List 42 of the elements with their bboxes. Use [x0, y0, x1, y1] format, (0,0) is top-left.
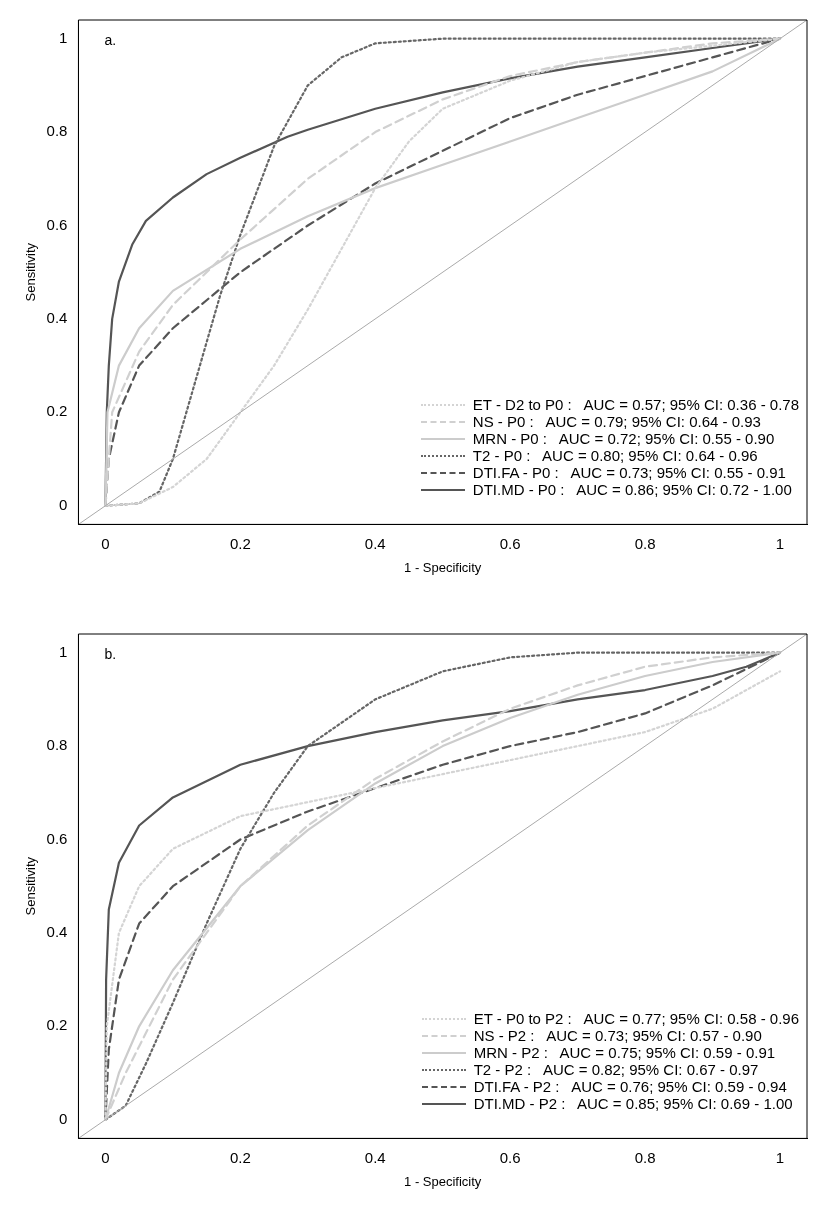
- y-tick-label: 0.8: [46, 122, 68, 140]
- x-tick-label: 0.4: [364, 534, 386, 552]
- x-axis-title: 1 - Specificity: [404, 1173, 482, 1189]
- y-tick-label: 0: [59, 1109, 68, 1127]
- y-tick-label: 0.6: [46, 829, 68, 847]
- x-tick-label: 0.6: [499, 1148, 521, 1166]
- legend-label: NS - P2 : AUC = 0.73; 95% CI: 0.57 - 0.90: [473, 1027, 762, 1044]
- y-tick-label: 0.4: [46, 923, 68, 941]
- x-tick-label: 0.2: [229, 534, 251, 552]
- y-tick-label: 0.6: [46, 215, 68, 233]
- x-tick-label: 1: [775, 1148, 785, 1166]
- x-axis-title: 1 - Specificity: [404, 559, 482, 575]
- y-tick-label: 0: [59, 495, 68, 513]
- legend-label: T2 - P2 : AUC = 0.82; 95% CI: 0.67 - 0.97: [473, 1061, 759, 1078]
- y-tick-label: 1: [59, 642, 68, 660]
- x-tick-label: 1: [775, 534, 785, 552]
- x-tick-label: 0.8: [634, 534, 656, 552]
- y-tick-label: 0.8: [46, 736, 68, 754]
- legend-label: NS - P0 : AUC = 0.79; 95% CI: 0.64 - 0.93: [472, 413, 761, 430]
- x-tick-label: 0: [101, 1148, 110, 1166]
- legend-label: T2 - P0 : AUC = 0.80; 95% CI: 0.64 - 0.96: [472, 447, 758, 464]
- x-tick-label: 0: [101, 534, 110, 552]
- y-tick-label: 1: [59, 28, 68, 46]
- y-tick-label: 0.2: [46, 402, 68, 420]
- y-tick-label: 0.4: [46, 309, 68, 327]
- annotation: a.: [104, 31, 117, 48]
- legend-label: MRN - P2 : AUC = 0.75; 95% CI: 0.59 - 0.91: [473, 1044, 776, 1061]
- legend-label: ET - P0 to P2 : AUC = 0.77; 95% CI: 0.58 - 0.96: [473, 1010, 799, 1027]
- annotation: b.: [104, 645, 117, 662]
- x-tick-label: 0.6: [499, 534, 521, 552]
- x-tick-label: 0.2: [229, 1148, 251, 1166]
- y-tick-label: 0.2: [46, 1016, 68, 1034]
- y-axis-title: Sensitivity: [23, 242, 39, 302]
- legend-label: DTI.MD - P0 : AUC = 0.86; 95% CI: 0.72 - 1.00: [472, 481, 792, 498]
- legend-label: DTI.MD - P2 : AUC = 0.85; 95% CI: 0.69 - 1.00: [473, 1095, 793, 1112]
- y-axis-title: Sensitivity: [23, 856, 39, 916]
- legend-label: ET - D2 to P0 : AUC = 0.57; 95% CI: 0.36 - 0.78: [472, 396, 799, 413]
- legend-label: DTI.FA - P2 : AUC = 0.76; 95% CI: 0.59 - 0.94: [473, 1078, 787, 1095]
- legend-label: DTI.FA - P0 : AUC = 0.73; 95% CI: 0.55 - 0.91: [472, 464, 786, 481]
- x-tick-label: 0.8: [634, 1148, 656, 1166]
- x-tick-label: 0.4: [364, 1148, 386, 1166]
- legend-label: MRN - P0 : AUC = 0.72; 95% CI: 0.55 - 0.90: [472, 430, 775, 447]
